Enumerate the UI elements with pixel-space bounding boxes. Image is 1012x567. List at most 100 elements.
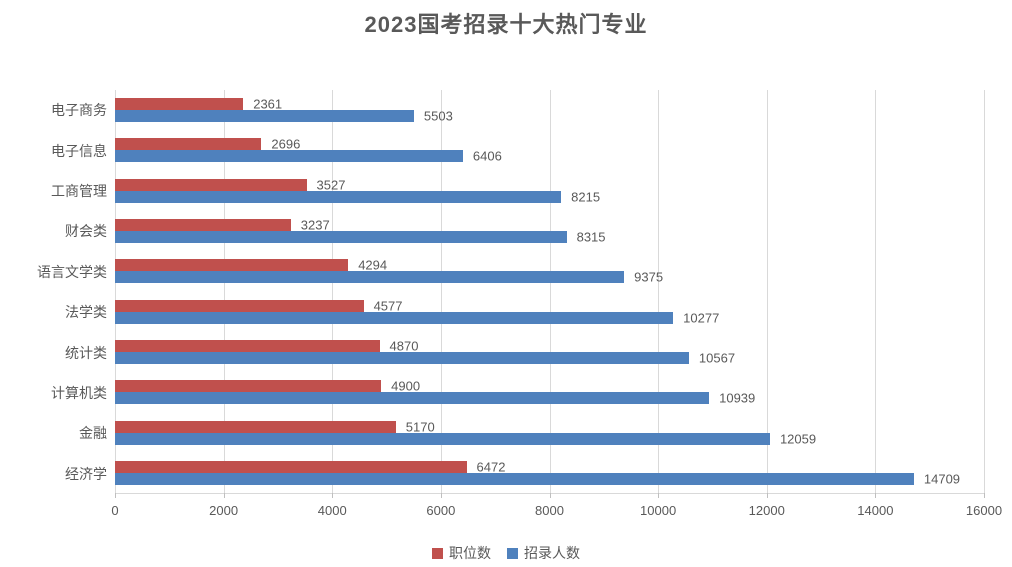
value-label: 10567 [698, 350, 736, 366]
axis-tick-mark [875, 493, 877, 498]
bar-line: 5503 [115, 108, 984, 124]
bar-group-财会类: 3237 8315 [115, 211, 984, 251]
category-label: 金融 [79, 425, 107, 442]
category-label: 语言文学类 [37, 263, 107, 280]
axis-tick-mark [658, 493, 660, 498]
bar-group-经济学: 6472 14709 [115, 453, 984, 493]
legend-label: 职位数 [449, 545, 491, 561]
plot-area: 2361 5503 2696 6406 3527 8215 3237 8315 4294 9375… [115, 90, 985, 498]
legend-item-招录人数: 招录人数 [507, 543, 580, 563]
bar-group-电子信息: 2696 6406 [115, 130, 984, 170]
axis-tick-mark [332, 493, 334, 498]
bar-group-法学类: 4577 10277 [115, 291, 984, 331]
category-label: 电子信息 [51, 142, 107, 159]
value-label: 6406 [472, 148, 502, 164]
bar-职位数-金融 [115, 420, 396, 433]
category-label: 统计类 [65, 344, 107, 361]
axis-tick-mark [766, 493, 768, 498]
value-label: 4294 [358, 257, 388, 273]
x-tick-label: 4000 [317, 503, 347, 518]
bar-招录人数-计算机类 [115, 392, 710, 405]
value-label: 4577 [373, 298, 403, 314]
x-tick-label: 12000 [748, 503, 785, 518]
axis-tick-mark [984, 493, 985, 498]
bar-招录人数-统计类 [115, 351, 689, 364]
value-label: 9375 [634, 269, 664, 285]
x-tick-label: 10000 [640, 503, 677, 518]
bar-line: 12059 [115, 431, 984, 447]
x-tick-label: 2000 [209, 503, 239, 518]
bar-line: 10567 [115, 350, 984, 366]
bar-职位数-法学类 [115, 299, 364, 312]
legend-label: 招录人数 [524, 545, 580, 561]
bar-line: 2361 [115, 96, 984, 112]
category-label: 电子商务 [51, 102, 107, 119]
bar-line: 10277 [115, 310, 984, 326]
x-axis-tick-labels: 0 2000 4000 6000 8000 10000 12000 14000 16000 [111, 503, 1002, 521]
bar-招录人数-金融 [115, 432, 770, 445]
category-label: 工商管理 [51, 183, 107, 200]
value-label: 6472 [476, 459, 506, 475]
bar-line: 14709 [115, 471, 984, 487]
chart-title: 2023国考招录十大热门专业 [364, 12, 648, 37]
legend-item-职位数: 职位数 [432, 543, 491, 563]
x-tick-label: 16000 [965, 503, 1003, 518]
value-label: 2361 [253, 96, 283, 112]
gridline [223, 90, 225, 493]
axis-tick-mark [223, 493, 225, 498]
gridline [766, 90, 768, 493]
legend-swatch-icon [432, 547, 443, 559]
value-label: 4870 [389, 338, 419, 354]
bar-rows: 2361 5503 2696 6406 3527 8215 3237 8315 4294 9375… [115, 90, 984, 493]
bar-line: 4294 [115, 257, 984, 273]
bar-招录人数-经济学 [115, 472, 914, 485]
bar-招录人数-法学类 [115, 311, 674, 324]
bar-line: 3237 [115, 217, 984, 233]
category-label: 法学类 [65, 304, 107, 321]
bar-招录人数-电子商务 [115, 110, 414, 123]
bar-group-语言文学类: 4294 9375 [115, 251, 984, 291]
category-label: 财会类 [65, 223, 107, 240]
bar-group-统计类: 4870 10567 [115, 332, 984, 372]
axis-tick-mark [115, 493, 116, 498]
bar-招录人数-工商管理 [115, 190, 562, 203]
bar-职位数-经济学 [115, 460, 467, 473]
gridline [658, 90, 660, 493]
bar-line: 8315 [115, 229, 984, 245]
bar-line: 4577 [115, 298, 984, 314]
bar-职位数-电子商务 [115, 98, 244, 111]
value-label: 2696 [271, 136, 301, 152]
value-label: 12059 [779, 431, 817, 447]
bar-招录人数-财会类 [115, 231, 567, 244]
bar-line: 6472 [115, 459, 984, 475]
value-label: 8315 [576, 229, 606, 245]
category-label: 计算机类 [51, 385, 107, 402]
value-label: 14709 [923, 471, 961, 487]
gridline [440, 90, 442, 493]
bar-line: 9375 [115, 269, 984, 285]
bar-line: 6406 [115, 148, 984, 164]
bar-职位数-统计类 [115, 339, 380, 352]
bar-职位数-语言文学类 [115, 259, 349, 272]
gridline [549, 90, 551, 493]
value-label: 10277 [683, 310, 720, 326]
bar-group-电子商务: 2361 5503 [115, 90, 984, 130]
value-label: 3237 [300, 217, 330, 233]
value-label: 4900 [391, 378, 421, 394]
value-label: 10939 [719, 390, 756, 406]
gridline [875, 90, 877, 493]
bar-line: 10939 [115, 390, 984, 406]
x-tick-label: 0 [111, 503, 119, 518]
bar-职位数-财会类 [115, 219, 291, 232]
legend-swatch-icon [507, 547, 518, 559]
bar-group-计算机类: 4900 10939 [115, 372, 984, 412]
bar-line: 2696 [115, 136, 984, 152]
value-label: 5503 [423, 108, 453, 124]
value-label: 3527 [316, 177, 346, 193]
gridline [115, 90, 116, 493]
y-axis-category-labels: 电子商务 电子信息 工商管理 财会类 语言文学类 法学类 统计类 计算机类 金融 经济学 [0, 90, 107, 494]
bar-职位数-计算机类 [115, 380, 382, 393]
bar-line: 5170 [115, 419, 984, 434]
gridline [984, 90, 985, 493]
